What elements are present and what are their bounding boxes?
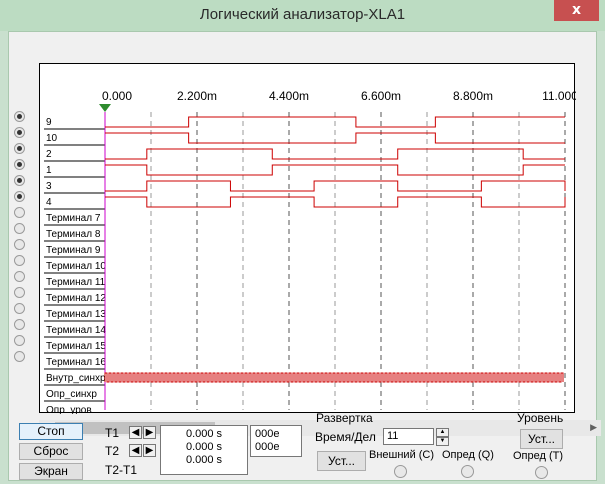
channel-label: Терминал 11 xyxy=(46,277,106,288)
level-set-button[interactable]: Уст... xyxy=(520,429,563,449)
cursor-value-box: 000e 000e xyxy=(250,425,302,457)
channel-radio[interactable] xyxy=(14,351,25,362)
channel-label: Опр_синхр xyxy=(46,389,97,400)
cursor-time-box: 0.000 s 0.000 s 0.000 s xyxy=(160,425,248,475)
external-radio[interactable] xyxy=(394,465,407,478)
title-bar: Логический анализатор-XLA1 x xyxy=(0,0,605,31)
reset-button[interactable]: Сброс xyxy=(19,443,83,460)
channel-radio[interactable] xyxy=(14,287,25,298)
channel-label: Внутр_синхр xyxy=(46,373,106,384)
channel-radio[interactable] xyxy=(14,191,25,202)
channel-label: Терминал 9 xyxy=(46,245,101,256)
channel-label: 1 xyxy=(46,165,52,176)
channel-radio[interactable] xyxy=(14,127,25,138)
qualifier-radio[interactable] xyxy=(461,465,474,478)
signal-trace-ch4 xyxy=(105,196,566,208)
channel-radio[interactable] xyxy=(14,335,25,346)
close-button[interactable]: x xyxy=(554,0,599,21)
stop-button[interactable]: Стоп xyxy=(19,423,83,440)
channel-radio[interactable] xyxy=(14,175,25,186)
time-div-down-icon[interactable]: ▼ xyxy=(436,437,449,446)
sweep-title: Развертка xyxy=(316,411,373,425)
channel-radio[interactable] xyxy=(14,255,25,266)
level-qualifier-label: Опред (T) xyxy=(513,450,564,462)
channel-radio[interactable] xyxy=(14,159,25,170)
channel-label: Терминал 16 xyxy=(46,357,106,368)
channel-label: Терминал 7 xyxy=(46,213,101,224)
time-tick-label: 11.000m xyxy=(542,89,576,103)
channel-label: 2 xyxy=(46,149,52,160)
t1-value: 000e xyxy=(255,428,280,440)
channel-label: Терминал 13 xyxy=(46,309,106,320)
sweep-set-button[interactable]: Уст... xyxy=(317,451,366,471)
internal-clock-trace xyxy=(104,372,564,383)
time-tick-label: 0.000 xyxy=(102,89,132,103)
channel-radio[interactable] xyxy=(14,271,25,282)
channel-label: 4 xyxy=(46,197,52,208)
qualifier-label: Опред (Q) xyxy=(442,449,494,461)
channel-label: 10 xyxy=(46,133,58,144)
t2t1-label: T2-T1 xyxy=(105,463,138,477)
time-tick-label: 2.200m xyxy=(177,89,217,103)
time-tick-label: 8.800m xyxy=(453,89,493,103)
signal-trace-ch9 xyxy=(105,116,565,128)
screen-button[interactable]: Экран xyxy=(19,463,83,480)
waveform-svg: 0.000 2.200m 4.400m 6.600m 8.800m 11.000m 9 10… xyxy=(44,89,576,414)
channel-label: 3 xyxy=(46,181,52,192)
signal-trace-ch10 xyxy=(105,132,565,144)
channel-label: Терминал 15 xyxy=(46,341,106,352)
signal-trace-ch1 xyxy=(105,164,565,176)
t2-left-icon[interactable]: ◀ xyxy=(129,444,142,457)
channel-radio[interactable] xyxy=(14,223,25,234)
channel-label: Терминал 14 xyxy=(46,325,106,336)
channel-label: Терминал 12 xyxy=(46,293,106,304)
channel-label: Терминал 8 xyxy=(46,229,101,240)
time-div-label: Время/Дел xyxy=(315,430,376,444)
time-tick-label: 4.400m xyxy=(269,89,309,103)
level-qualifier-radio[interactable] xyxy=(535,466,548,479)
control-panel: Стоп Сброс Экран T1 ◀ ▶ T2 ◀ ▶ T2-T1 0.0… xyxy=(10,411,596,483)
channel-label: Терминал 10 xyxy=(46,261,106,272)
t2-time: 0.000 s xyxy=(185,441,223,453)
t1-label: T1 xyxy=(105,426,120,440)
channel-radio[interactable] xyxy=(14,239,25,250)
waveform-display: 0.000 2.200m 4.400m 6.600m 8.800m 11.000m 9 10… xyxy=(39,63,576,414)
t1-right-icon[interactable]: ▶ xyxy=(143,426,156,439)
external-label: Внешний (C) xyxy=(369,449,435,461)
channel-radio[interactable] xyxy=(14,111,25,122)
level-title: Уровень xyxy=(517,411,564,425)
t1-left-icon[interactable]: ◀ xyxy=(129,426,142,439)
channel-label: Опр_уров xyxy=(46,405,92,414)
channel-radio[interactable] xyxy=(14,207,25,218)
channel-radio[interactable] xyxy=(14,143,25,154)
channel-label: 9 xyxy=(46,117,52,128)
t2t1-time: 0.000 s xyxy=(185,454,223,466)
channel-radio[interactable] xyxy=(14,319,25,330)
signal-trace-ch2 xyxy=(105,148,565,160)
time-tick-label: 6.600m xyxy=(361,89,401,103)
trigger-marker-icon[interactable] xyxy=(99,104,111,112)
time-div-input[interactable]: 11 xyxy=(383,428,434,445)
t2-label: T2 xyxy=(105,444,120,458)
t2-value: 000e xyxy=(255,441,280,453)
channel-radio[interactable] xyxy=(14,303,25,314)
scroll-right-icon[interactable]: ▶ xyxy=(590,422,597,432)
window-title: Логический анализатор-XLA1 xyxy=(199,6,406,23)
t1-time: 0.000 s xyxy=(185,428,223,440)
time-div-up-icon[interactable]: ▲ xyxy=(436,428,449,437)
signal-trace-ch3 xyxy=(105,180,566,192)
t2-right-icon[interactable]: ▶ xyxy=(143,444,156,457)
